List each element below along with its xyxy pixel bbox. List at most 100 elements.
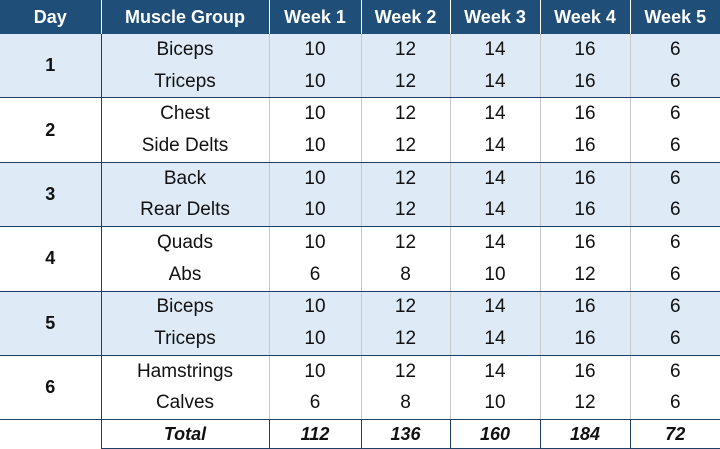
week-value-cell[interactable]: 6 bbox=[630, 65, 720, 99]
total-value-cell[interactable]: 160 bbox=[450, 419, 541, 449]
day-cell[interactable]: 6 bbox=[0, 355, 102, 421]
week-value-cell[interactable]: 10 bbox=[269, 130, 362, 163]
week-value-cell[interactable]: 16 bbox=[540, 162, 631, 195]
week-value-cell[interactable]: 10 bbox=[269, 162, 362, 195]
day-cell[interactable]: 5 bbox=[0, 291, 102, 356]
week-value-cell[interactable]: 16 bbox=[540, 355, 631, 388]
total-value-cell[interactable]: 136 bbox=[361, 419, 451, 449]
table-body: 1 Biceps 10 12 14 16 6 Triceps 10 12 14 16 6 2 Chest 10… bbox=[0, 34, 720, 449]
column-header[interactable]: Week 1 bbox=[269, 0, 362, 34]
muscle-group-cell[interactable]: Biceps bbox=[101, 291, 270, 324]
week-value-cell[interactable]: 14 bbox=[450, 355, 541, 388]
column-header[interactable]: Week 4 bbox=[540, 0, 631, 34]
week-value-cell[interactable]: 10 bbox=[269, 355, 362, 388]
week-value-cell[interactable]: 16 bbox=[540, 194, 631, 228]
week-value-cell[interactable]: 10 bbox=[269, 97, 362, 131]
week-value-cell[interactable]: 14 bbox=[450, 65, 541, 99]
week-value-cell[interactable]: 10 bbox=[269, 65, 362, 99]
table-row: Triceps 10 12 14 16 6 bbox=[0, 65, 720, 99]
table-row: 6 Hamstrings 10 12 14 16 6 bbox=[0, 355, 720, 421]
table-row: 1 Biceps 10 12 14 16 6 bbox=[0, 34, 720, 99]
muscle-group-cell[interactable]: Calves bbox=[101, 387, 270, 421]
week-value-cell[interactable]: 14 bbox=[450, 194, 541, 228]
week-value-cell[interactable]: 12 bbox=[361, 65, 451, 99]
week-value-cell[interactable]: 12 bbox=[361, 355, 451, 388]
week-value-cell[interactable]: 14 bbox=[450, 130, 541, 163]
table-row: Calves 6 8 10 12 6 bbox=[0, 387, 720, 421]
column-header[interactable]: Day bbox=[0, 0, 102, 34]
week-value-cell[interactable]: 12 bbox=[361, 323, 451, 356]
week-value-cell[interactable]: 14 bbox=[450, 97, 541, 131]
week-value-cell[interactable]: 6 bbox=[630, 291, 720, 324]
week-value-cell[interactable]: 10 bbox=[269, 34, 362, 66]
week-value-cell[interactable]: 10 bbox=[450, 387, 541, 421]
week-value-cell[interactable]: 12 bbox=[361, 130, 451, 163]
week-value-cell[interactable]: 10 bbox=[269, 226, 362, 259]
total-label[interactable]: Total bbox=[101, 419, 270, 449]
week-value-cell[interactable]: 12 bbox=[361, 291, 451, 324]
week-value-cell[interactable]: 12 bbox=[540, 258, 631, 292]
muscle-group-cell[interactable]: Triceps bbox=[101, 323, 270, 356]
week-value-cell[interactable]: 6 bbox=[630, 323, 720, 356]
week-value-cell[interactable]: 10 bbox=[269, 291, 362, 324]
muscle-group-cell[interactable]: Abs bbox=[101, 258, 270, 292]
total-value-cell[interactable]: 72 bbox=[630, 419, 720, 449]
muscle-group-cell[interactable]: Side Delts bbox=[101, 130, 270, 163]
week-value-cell[interactable]: 12 bbox=[540, 387, 631, 421]
week-value-cell[interactable]: 12 bbox=[361, 97, 451, 131]
muscle-group-cell[interactable]: Hamstrings bbox=[101, 355, 270, 388]
week-value-cell[interactable]: 16 bbox=[540, 34, 631, 66]
muscle-group-cell[interactable]: Rear Delts bbox=[101, 194, 270, 228]
table-row: 3 Back 10 12 14 16 6 bbox=[0, 162, 720, 228]
muscle-group-cell[interactable]: Chest bbox=[101, 97, 270, 131]
week-value-cell[interactable]: 6 bbox=[269, 387, 362, 421]
week-value-cell[interactable]: 6 bbox=[630, 387, 720, 421]
week-value-cell[interactable]: 14 bbox=[450, 34, 541, 66]
week-value-cell[interactable]: 6 bbox=[630, 162, 720, 195]
day-cell[interactable]: 4 bbox=[0, 226, 102, 292]
week-value-cell[interactable]: 10 bbox=[269, 194, 362, 228]
week-value-cell[interactable]: 14 bbox=[450, 291, 541, 324]
column-header[interactable]: Week 5 bbox=[630, 0, 720, 34]
week-value-cell[interactable]: 16 bbox=[540, 65, 631, 99]
week-value-cell[interactable]: 12 bbox=[361, 194, 451, 228]
week-value-cell[interactable]: 16 bbox=[540, 97, 631, 131]
week-value-cell[interactable]: 16 bbox=[540, 291, 631, 324]
day-cell[interactable]: 2 bbox=[0, 97, 102, 163]
column-header[interactable]: Week 2 bbox=[361, 0, 451, 34]
muscle-group-cell[interactable]: Biceps bbox=[101, 34, 270, 66]
muscle-group-cell[interactable]: Triceps bbox=[101, 65, 270, 99]
total-value-cell[interactable]: 112 bbox=[269, 419, 362, 449]
week-value-cell[interactable]: 6 bbox=[269, 258, 362, 292]
week-value-cell[interactable]: 16 bbox=[540, 226, 631, 259]
day-cell[interactable]: 1 bbox=[0, 34, 102, 99]
muscle-group-cell[interactable]: Back bbox=[101, 162, 270, 195]
week-value-cell[interactable]: 8 bbox=[361, 387, 451, 421]
week-value-cell[interactable]: 6 bbox=[630, 226, 720, 259]
week-value-cell[interactable]: 6 bbox=[630, 97, 720, 131]
day-cell[interactable]: 3 bbox=[0, 162, 102, 228]
week-value-cell[interactable]: 6 bbox=[630, 355, 720, 388]
week-value-cell[interactable]: 12 bbox=[361, 162, 451, 195]
week-value-cell[interactable]: 6 bbox=[630, 194, 720, 228]
muscle-group-cell[interactable]: Quads bbox=[101, 226, 270, 259]
week-value-cell[interactable]: 6 bbox=[630, 258, 720, 292]
week-value-cell[interactable]: 16 bbox=[540, 323, 631, 356]
week-value-cell[interactable]: 12 bbox=[361, 34, 451, 66]
week-value-cell[interactable]: 6 bbox=[630, 34, 720, 66]
column-header[interactable]: Muscle Group bbox=[101, 0, 270, 34]
week-value-cell[interactable]: 14 bbox=[450, 226, 541, 259]
week-value-cell[interactable]: 8 bbox=[361, 258, 451, 292]
column-header[interactable]: Week 3 bbox=[450, 0, 541, 34]
week-value-cell[interactable]: 14 bbox=[450, 323, 541, 356]
total-value-cell[interactable]: 184 bbox=[540, 419, 631, 449]
week-value-cell[interactable]: 12 bbox=[361, 226, 451, 259]
week-value-cell[interactable]: 16 bbox=[540, 130, 631, 163]
week-value-cell[interactable]: 10 bbox=[450, 258, 541, 292]
week-value-cell[interactable]: 14 bbox=[450, 162, 541, 195]
week-value-cell[interactable]: 6 bbox=[630, 130, 720, 163]
table-row: Rear Delts 10 12 14 16 6 bbox=[0, 194, 720, 228]
week-value-cell[interactable]: 10 bbox=[269, 323, 362, 356]
